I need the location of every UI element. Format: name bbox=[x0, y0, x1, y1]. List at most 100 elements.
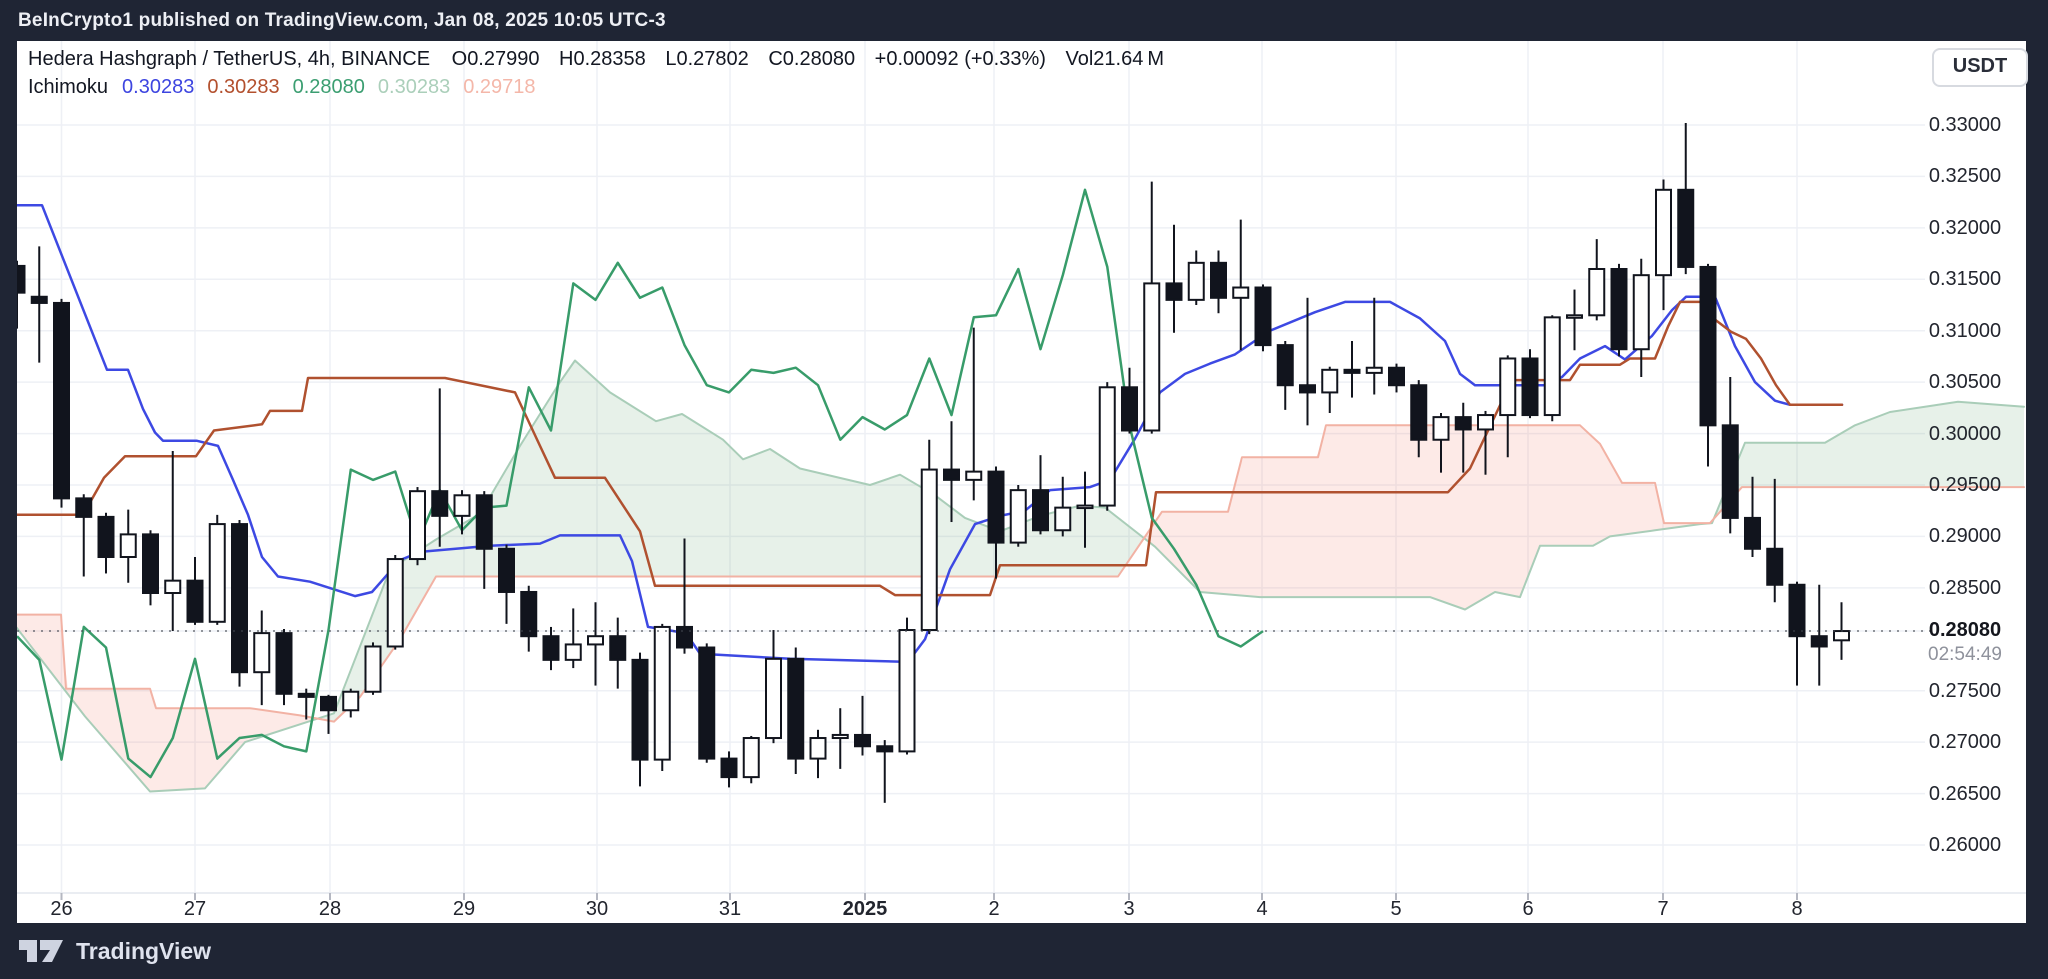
indicator-value: 0.30283 bbox=[207, 76, 280, 98]
candle-up bbox=[453, 490, 471, 535]
candle-up bbox=[1499, 355, 1517, 458]
candle-up bbox=[1365, 297, 1383, 395]
ichimoku-cloud-bullish bbox=[1713, 401, 2024, 519]
candle-down bbox=[787, 647, 805, 775]
time-tick-label: 2025 bbox=[842, 898, 888, 920]
candle-up bbox=[164, 451, 182, 632]
candle-down bbox=[431, 388, 449, 547]
candle-down bbox=[987, 466, 1005, 579]
price-tick-label: 0.27500 bbox=[1928, 679, 2002, 702]
candle-down bbox=[297, 688, 315, 720]
candle-down bbox=[631, 652, 649, 787]
candle-down bbox=[698, 643, 716, 763]
candle-up bbox=[1477, 410, 1494, 475]
ichimoku-cloud-bullish bbox=[317, 361, 1145, 722]
published-attribution-text: BeInCrypto1 published on TradingView.com… bbox=[18, 10, 666, 31]
candle-down bbox=[17, 260, 26, 329]
candle-down bbox=[1165, 224, 1183, 333]
time-tick-label: 3 bbox=[1123, 898, 1135, 920]
candle-up bbox=[1076, 471, 1094, 548]
candle-down bbox=[320, 694, 337, 734]
current-price-label: 0.28080 bbox=[1928, 619, 2002, 642]
price-tick-label: 0.26000 bbox=[1928, 834, 2002, 856]
candle-up bbox=[1009, 485, 1027, 547]
time-tick-label: 7 bbox=[1657, 898, 1669, 920]
bar-countdown-timer: 02:54:49 bbox=[1928, 644, 2002, 666]
candle-up bbox=[965, 327, 983, 501]
candle-down bbox=[475, 491, 493, 589]
candle-up bbox=[1543, 315, 1561, 422]
price-tick-label: 0.32500 bbox=[1928, 165, 2002, 188]
tradingview-brand-text: TradingView bbox=[76, 937, 212, 964]
candle-down bbox=[30, 246, 48, 363]
candle-down bbox=[1032, 455, 1049, 535]
candle-down bbox=[1276, 341, 1294, 410]
candle-down bbox=[186, 557, 204, 625]
symbol-header: Hedera Hashgraph / TetherUS, 4h, BINANCE… bbox=[28, 48, 1178, 74]
time-tick-label: 28 bbox=[318, 898, 342, 920]
indicator-name: Ichimoku bbox=[28, 76, 109, 98]
time-tick-label: 2 bbox=[988, 898, 1000, 920]
indicator-legend[interactable]: Ichimoku 0.30283 0.30283 0.28080 0.30283 0.29… bbox=[28, 76, 549, 100]
candle-down bbox=[1254, 284, 1272, 352]
candle-down bbox=[943, 421, 960, 523]
candle-up bbox=[119, 509, 137, 583]
time-tick-label: 29 bbox=[452, 898, 476, 920]
candle-up bbox=[1566, 289, 1583, 351]
candle-down bbox=[498, 544, 515, 624]
candle-up bbox=[1054, 476, 1072, 537]
candle-down bbox=[720, 751, 738, 788]
candle-down bbox=[520, 585, 538, 652]
ohlc-high: H0.28358 bbox=[559, 48, 646, 70]
ohlc-close: C0.28080 bbox=[768, 48, 856, 70]
time-tick-label: 4 bbox=[1256, 898, 1268, 920]
tradingview-brand[interactable]: TradingView bbox=[18, 923, 211, 979]
price-tick-label: 0.30500 bbox=[1928, 371, 2002, 394]
time-tick-label: 5 bbox=[1390, 898, 1402, 920]
ichimoku-cloud-bearish bbox=[17, 614, 318, 792]
candle-down bbox=[609, 617, 627, 689]
candle-down bbox=[1410, 380, 1428, 458]
price-tick-label: 0.32000 bbox=[1928, 216, 2002, 239]
candle-down bbox=[1388, 363, 1405, 393]
candle-up bbox=[1143, 181, 1161, 434]
candle-up bbox=[208, 514, 226, 625]
candle-up bbox=[831, 708, 849, 769]
candle-up bbox=[809, 729, 827, 779]
candle-down bbox=[1521, 349, 1539, 419]
price-tick-label: 0.28500 bbox=[1928, 576, 2002, 599]
price-tick-label: 0.31000 bbox=[1928, 319, 2002, 342]
candle-down bbox=[1210, 250, 1227, 314]
tradingview-logo-icon bbox=[19, 940, 63, 962]
price-tick-label: 0.27000 bbox=[1928, 731, 2002, 754]
ohlc-low: L0.27802 bbox=[665, 48, 749, 70]
candle-down bbox=[1343, 341, 1361, 398]
candle-down bbox=[1699, 263, 1717, 467]
candle-down bbox=[1810, 584, 1828, 686]
candle-down bbox=[75, 494, 93, 577]
symbol-title[interactable]: Hedera Hashgraph / TetherUS, 4h, BINANCE bbox=[28, 48, 431, 70]
candle-up bbox=[653, 623, 671, 771]
candle-up bbox=[564, 608, 582, 669]
candle-up bbox=[364, 642, 382, 695]
indicator-value: 0.30283 bbox=[122, 76, 195, 98]
candle-up bbox=[386, 554, 404, 650]
candle-up bbox=[920, 439, 938, 635]
candle-up bbox=[1655, 179, 1672, 311]
currency-toggle-button[interactable]: USDT bbox=[1932, 48, 2028, 87]
candle-up bbox=[742, 735, 760, 784]
plot-area[interactable] bbox=[10, 41, 2025, 893]
candle-up bbox=[1588, 239, 1606, 321]
time-tick-label: 27 bbox=[183, 898, 207, 920]
candle-down bbox=[142, 530, 159, 606]
candle-up bbox=[1432, 413, 1450, 473]
panel-bg bbox=[17, 41, 2026, 923]
price-tick-label: 0.31500 bbox=[1928, 268, 2002, 291]
senkou-b-line bbox=[17, 424, 2025, 723]
time-tick-label: 8 bbox=[1791, 898, 1803, 920]
price-tick-label: 0.29000 bbox=[1928, 525, 2002, 548]
candle-up bbox=[1187, 250, 1205, 305]
time-tick-label: 31 bbox=[718, 898, 742, 920]
candle-down bbox=[876, 740, 894, 803]
